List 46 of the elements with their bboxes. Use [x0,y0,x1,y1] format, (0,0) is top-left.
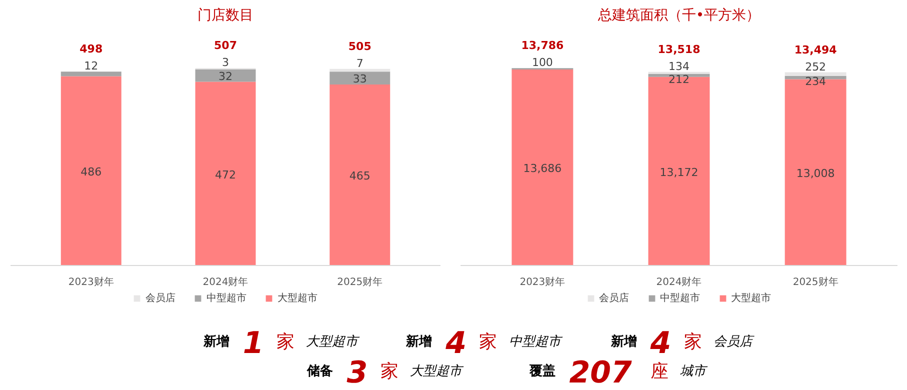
bar [648,76,710,266]
total-label: 507 [214,39,237,52]
total-label: 13,518 [658,42,700,56]
chart-title: 总建筑面积（千•平方米） [596,8,760,24]
data-label: 472 [215,168,236,182]
data-label: 234 [805,74,826,88]
data-label: 33 [352,72,367,86]
bar [60,72,122,76]
x-tick-label: 2025财年 [792,276,838,288]
bar [330,84,390,266]
x-tick-label: 2024财年 [202,276,248,288]
data-label: 212 [668,72,690,86]
chart-title: 门店数目 [198,8,254,24]
legend-label: 中型超市 [206,292,246,305]
total-label: 498 [80,42,103,56]
data-label: 12 [84,60,98,73]
total-label: 13,786 [521,39,564,52]
data-label: 134 [668,60,690,73]
legend-label: 大型超市 [278,292,318,305]
data-label: 13,008 [796,167,835,180]
data-label: 13,686 [523,162,562,176]
bar [784,72,846,76]
data-label: 32 [218,70,232,83]
data-label: 100 [532,56,553,70]
legend-label: 会员店 [146,292,176,305]
legend-label: 大型超市 [731,292,771,305]
bar [512,70,574,266]
data-label: 13,172 [660,166,698,179]
bar [195,82,256,266]
x-tick-label: 2023财年 [520,276,566,288]
data-label: 465 [349,170,370,183]
legend-label: 会员店 [599,292,629,305]
bar [330,72,390,84]
bar [60,76,122,266]
bar [195,69,256,82]
x-tick-label: 2025财年 [337,276,383,288]
legend-label: 中型超市 [660,292,700,305]
data-label: 3 [222,56,229,70]
data-label: 7 [356,56,364,70]
data-label: 252 [805,60,826,74]
x-tick-label: 2024财年 [656,276,702,288]
total-label: 13,494 [794,43,838,56]
x-tick-label: 2023财年 [68,276,114,288]
total-label: 505 [348,40,372,53]
data-label: 486 [80,166,102,179]
bar [330,68,390,72]
